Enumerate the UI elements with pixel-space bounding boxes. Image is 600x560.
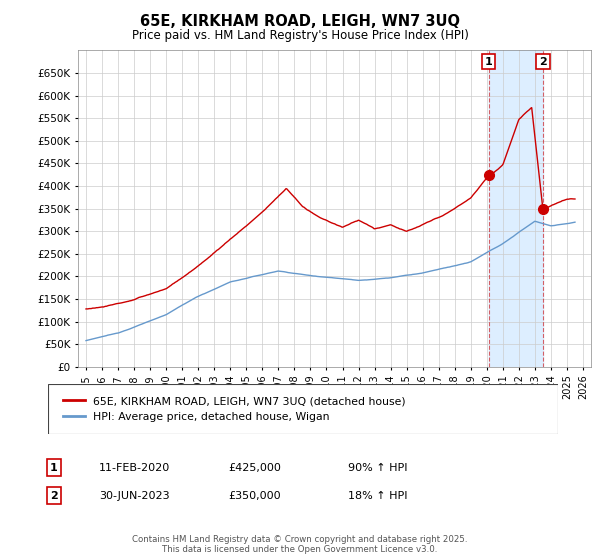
Text: 1: 1 xyxy=(50,463,58,473)
Text: 90% ↑ HPI: 90% ↑ HPI xyxy=(348,463,407,473)
Text: 11-FEB-2020: 11-FEB-2020 xyxy=(99,463,170,473)
FancyBboxPatch shape xyxy=(48,384,558,434)
Text: Price paid vs. HM Land Registry's House Price Index (HPI): Price paid vs. HM Land Registry's House … xyxy=(131,29,469,42)
Text: 65E, KIRKHAM ROAD, LEIGH, WN7 3UQ: 65E, KIRKHAM ROAD, LEIGH, WN7 3UQ xyxy=(140,14,460,29)
Legend: 65E, KIRKHAM ROAD, LEIGH, WN7 3UQ (detached house), HPI: Average price, detached: 65E, KIRKHAM ROAD, LEIGH, WN7 3UQ (detac… xyxy=(59,392,410,426)
Text: £425,000: £425,000 xyxy=(228,463,281,473)
Text: 2: 2 xyxy=(50,491,58,501)
Bar xyxy=(489,50,543,367)
Text: Contains HM Land Registry data © Crown copyright and database right 2025.
This d: Contains HM Land Registry data © Crown c… xyxy=(132,535,468,554)
Text: 1: 1 xyxy=(485,57,493,67)
Text: £350,000: £350,000 xyxy=(228,491,281,501)
Text: 18% ↑ HPI: 18% ↑ HPI xyxy=(348,491,407,501)
Text: 2: 2 xyxy=(539,57,547,67)
Text: 30-JUN-2023: 30-JUN-2023 xyxy=(99,491,170,501)
